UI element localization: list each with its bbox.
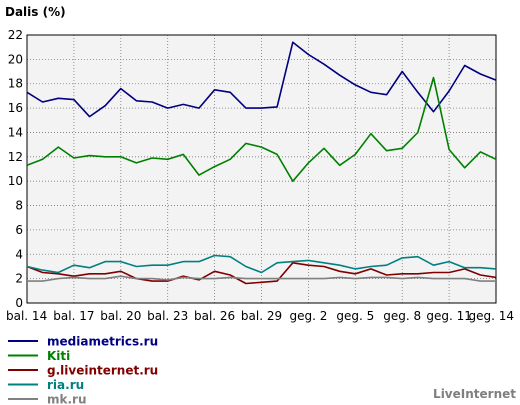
series-line-mk-ru [27,275,496,282]
axes [26,34,497,304]
y-axis-ticks: 0 2 4 6 8 10 12 14 16 18 20 22 [8,28,23,310]
y-tick-label: 10 [8,174,23,188]
y-tick-label: 8 [15,199,23,213]
x-tick-label: bal. 26 [194,309,235,323]
series-line-ria-ru [26,254,497,274]
brand-label: LiveInternet [433,387,516,401]
x-axis-ticks: bal. 14 bal. 17 bal. 20 bal. 23 bal. 26 bal. … [6,309,514,323]
y-tick-label: 6 [15,223,23,237]
x-tick-label: bal. 20 [100,309,141,323]
x-tick-label: geg. 11 [426,309,472,323]
x-tick-label: geg. 2 [289,309,327,323]
y-tick-label: 4 [15,247,23,261]
legend-label: mk.ru [47,393,87,405]
x-tick-label: bal. 29 [241,309,282,323]
y-tick-label: 18 [8,77,23,91]
x-tick-label: geg. 14 [468,309,514,323]
series-line-g-liveinternet-ru [26,261,497,285]
series-line-kiti [26,76,497,182]
y-tick-label: 14 [8,125,23,139]
series-line-mediametrics-ru [26,41,497,118]
y-tick-label: 2 [15,272,23,286]
x-tick-label: bal. 17 [53,309,94,323]
x-tick-label: bal. 14 [6,309,47,323]
x-tick-label: geg. 5 [336,309,374,323]
plot-frame [26,34,497,304]
chart-title: Dalis (%) [5,5,66,19]
legend-label: ria.ru [47,378,84,392]
legend: mediametrics.ruKitig.liveinternet.ruria.… [8,335,158,405]
y-tick-label: 16 [8,101,23,115]
legend-label: mediametrics.ru [47,335,158,349]
legend-label: g.liveinternet.ru [47,364,158,378]
plot-area [27,35,496,303]
legend-label: Kiti [47,349,70,363]
y-tick-label: 12 [8,150,23,164]
x-tick-label: bal. 23 [147,309,188,323]
y-tick-label: 0 [15,296,23,310]
y-tick-label: 20 [8,52,23,66]
y-tick-label: 22 [8,28,23,42]
series-lines [26,41,497,285]
x-tick-label: geg. 8 [383,309,421,323]
